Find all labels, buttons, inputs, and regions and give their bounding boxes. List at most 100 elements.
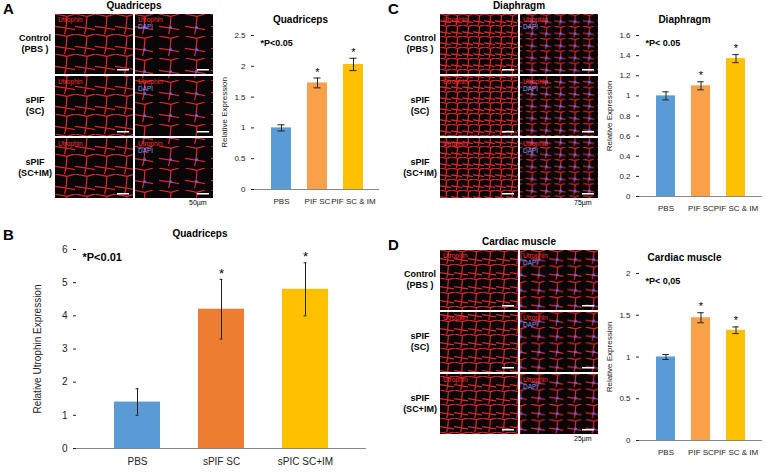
svg-text:Utrophin: Utrophin — [58, 78, 83, 86]
svg-text:PIF SC & IM: PIF SC & IM — [714, 204, 759, 213]
svg-text:*: * — [315, 66, 320, 78]
html-text:C: C — [388, 0, 399, 17]
svg-text:Utrophin: Utrophin — [443, 78, 468, 86]
svg-text:Relative Expression: Relative Expression — [605, 322, 614, 393]
svg-text:Relative Utrophin Expression: Relative Utrophin Expression — [32, 285, 43, 414]
svg-text:*: * — [219, 266, 224, 281]
svg-text:0.2: 0.2 — [619, 172, 631, 181]
svg-text:1.5: 1.5 — [619, 311, 631, 320]
html-text:Cardiac muscle: Cardiac muscle — [482, 236, 556, 247]
svg-text:1.6: 1.6 — [619, 31, 631, 40]
html-text:Diaphragm: Diaphragm — [492, 0, 546, 11]
svg-text:0.5: 0.5 — [619, 394, 631, 403]
html-text:(SC): (SC) — [410, 342, 430, 352]
svg-text:DAPI: DAPI — [523, 85, 538, 92]
html-text:Cardiac muscle: Cardiac muscle — [647, 252, 722, 263]
svg-text:*: * — [303, 249, 308, 264]
svg-text:*: * — [351, 46, 356, 58]
svg-text:*: * — [734, 42, 739, 54]
html-text:(PBS ): (PBS ) — [21, 44, 49, 54]
html-text:sPIF: sPIF — [410, 331, 430, 341]
svg-text:*: * — [699, 300, 704, 312]
svg-text:*: * — [699, 69, 704, 81]
svg-text:DAPI: DAPI — [523, 383, 538, 390]
svg-text:PBS: PBS — [658, 204, 674, 213]
svg-text:Utrophin: Utrophin — [443, 140, 468, 148]
svg-text:2: 2 — [62, 376, 68, 387]
svg-text:Relative Expression: Relative Expression — [605, 81, 614, 152]
svg-text:*P< 0,05: *P< 0,05 — [646, 276, 681, 286]
svg-text:sPIC SC+IM: sPIC SC+IM — [278, 456, 333, 467]
svg-text:1: 1 — [241, 123, 246, 132]
svg-text:4: 4 — [62, 310, 68, 321]
svg-text:DAPI: DAPI — [523, 321, 538, 328]
html-text:(SC+IM): (SC+IM) — [403, 168, 437, 178]
svg-text:PIF SC: PIF SC — [305, 197, 331, 206]
svg-text:2.5: 2.5 — [234, 31, 246, 40]
svg-text:0: 0 — [62, 443, 68, 454]
html-text:B: B — [3, 226, 14, 243]
svg-text:1.5: 1.5 — [234, 93, 246, 102]
svg-text:0: 0 — [626, 436, 631, 445]
svg-text:1.2: 1.2 — [619, 71, 631, 80]
svg-text:*P<0.05: *P<0.05 — [261, 38, 293, 48]
svg-text:Utrophin: Utrophin — [58, 140, 83, 148]
html-text:(PBS ): (PBS ) — [406, 44, 434, 54]
svg-text:2: 2 — [626, 269, 631, 278]
svg-text:Utrophin: Utrophin — [443, 252, 468, 260]
svg-text:0: 0 — [626, 192, 631, 201]
svg-text:PBS: PBS — [127, 456, 147, 467]
svg-text:PIF SC: PIF SC — [688, 448, 714, 457]
svg-text:6: 6 — [62, 244, 68, 255]
html-text:Control: Control — [404, 269, 436, 279]
svg-text:*P<0.01: *P<0.01 — [83, 251, 122, 263]
html-text:sPIF: sPIF — [410, 95, 430, 105]
svg-text:sPIF SC: sPIF SC — [203, 456, 240, 467]
svg-text:1.4: 1.4 — [619, 51, 631, 60]
svg-text:DAPI: DAPI — [523, 259, 538, 266]
svg-text:0.5: 0.5 — [234, 154, 246, 163]
svg-text:2: 2 — [241, 62, 246, 71]
html-text:Control: Control — [404, 33, 436, 43]
html-text:sPIF: sPIF — [25, 95, 45, 105]
svg-text:DAPI: DAPI — [523, 23, 538, 30]
html-text:D: D — [388, 236, 399, 253]
svg-text:*: * — [734, 314, 739, 326]
html-text:Quadriceps: Quadriceps — [106, 0, 162, 11]
svg-text:0.4: 0.4 — [619, 152, 631, 161]
svg-text:DAPI: DAPI — [138, 147, 153, 154]
svg-text:PBS: PBS — [273, 197, 289, 206]
svg-text:DAPI: DAPI — [138, 23, 153, 30]
svg-text:0.6: 0.6 — [619, 132, 631, 141]
svg-text:PIF SC & IM: PIF SC & IM — [714, 448, 759, 457]
svg-text:PBS: PBS — [658, 448, 674, 457]
html-text:(SC): (SC) — [25, 106, 45, 116]
html-text:Quadriceps: Quadriceps — [273, 14, 328, 25]
html-text:(PBS ): (PBS ) — [406, 280, 434, 290]
html-text:Diaphragm: Diaphragm — [658, 14, 711, 25]
html-text:A: A — [3, 0, 14, 17]
svg-text:1: 1 — [626, 353, 631, 362]
svg-text:DAPI: DAPI — [523, 147, 538, 154]
svg-text:0: 0 — [241, 185, 246, 194]
svg-text:5: 5 — [62, 277, 68, 288]
svg-text:DAPI: DAPI — [138, 85, 153, 92]
svg-text:PIF SC & IM: PIF SC & IM — [331, 197, 376, 206]
svg-text:0.8: 0.8 — [619, 112, 631, 121]
html-text:Control: Control — [19, 33, 51, 43]
svg-text:Utrophin: Utrophin — [443, 376, 468, 384]
html-text:Quadriceps: Quadriceps — [172, 228, 228, 239]
svg-text:1: 1 — [62, 410, 68, 421]
svg-text:3: 3 — [62, 343, 68, 354]
html-text:sPIF: sPIF — [25, 157, 45, 167]
svg-text:Utrophin: Utrophin — [443, 16, 468, 24]
svg-text:PIF SC: PIF SC — [688, 204, 714, 213]
html-text:(SC): (SC) — [410, 106, 430, 116]
svg-text:Utrophin: Utrophin — [58, 16, 83, 24]
svg-text:Relative Expression: Relative Expression — [220, 77, 229, 148]
html-text:sPIF: sPIF — [410, 157, 430, 167]
svg-text:*P< 0.05: *P< 0.05 — [646, 38, 681, 48]
svg-text:Utrophin: Utrophin — [443, 314, 468, 322]
html-text:(SC+IM): (SC+IM) — [18, 168, 52, 178]
svg-text:1: 1 — [626, 91, 631, 100]
